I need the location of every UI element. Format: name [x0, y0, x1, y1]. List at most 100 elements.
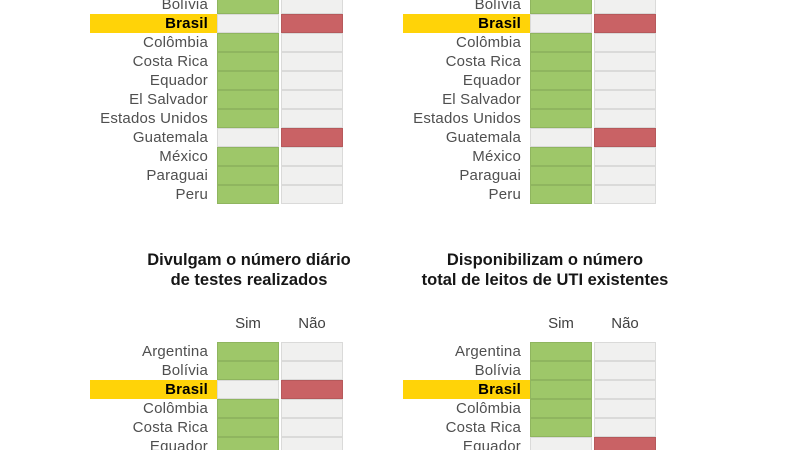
sim-cell [530, 399, 592, 418]
country-label: Argentina [141, 343, 208, 360]
country-label: Equador [462, 438, 521, 450]
sim-cell [217, 14, 279, 33]
nao-cell [594, 0, 656, 14]
column-headers-bottom-right: Sim Não [530, 315, 656, 332]
country-label: Costa Rica [132, 53, 208, 70]
sim-cell [217, 109, 279, 128]
country-label: Brasil [90, 380, 215, 399]
nao-cell [594, 361, 656, 380]
col-header-sim: Sim [235, 315, 261, 332]
sim-cell [530, 71, 592, 90]
country-label: Peru [488, 186, 521, 203]
sim-cell [217, 0, 279, 14]
sim-cell [217, 418, 279, 437]
country-label: Bolívia [474, 0, 521, 13]
nao-cell [594, 437, 656, 450]
nao-cell [594, 399, 656, 418]
sim-cell [217, 90, 279, 109]
sim-cell [530, 418, 592, 437]
table-bottom-right: Argentina Bolívia Brasil Colômbia Costa … [403, 342, 656, 450]
nao-cell [281, 109, 343, 128]
country-label: Paraguai [459, 167, 521, 184]
nao-cell [281, 166, 343, 185]
country-label: Bolívia [161, 0, 208, 13]
nao-cell [281, 380, 343, 399]
sim-cell [217, 128, 279, 147]
sim-cell [530, 14, 592, 33]
country-label: El Salvador [129, 91, 208, 108]
col-header-nao: Não [611, 315, 639, 332]
sim-cell [530, 437, 592, 450]
country-label: Costa Rica [132, 419, 208, 436]
column-headers-bottom-left: Sim Não [217, 315, 343, 332]
nao-cell [594, 90, 656, 109]
sim-cell [530, 147, 592, 166]
country-label: Equador [149, 72, 208, 89]
sim-cell [217, 342, 279, 361]
country-label: Colômbia [143, 34, 208, 51]
nao-cell [594, 147, 656, 166]
country-label: Bolívia [474, 362, 521, 379]
country-label: Brasil [90, 14, 215, 33]
panel-title-bottom-right: Disponibilizam o número total de leitos … [395, 251, 695, 290]
sim-cell [217, 71, 279, 90]
col-header-sim: Sim [548, 315, 574, 332]
col-header-nao: Não [298, 315, 326, 332]
nao-cell [594, 380, 656, 399]
country-label: Argentina [454, 343, 521, 360]
title-line-1: Disponibilizam o número [446, 251, 644, 269]
nao-cell [281, 399, 343, 418]
nao-cell [594, 418, 656, 437]
sim-cell [217, 437, 279, 450]
nao-cell [281, 418, 343, 437]
nao-cell [594, 33, 656, 52]
title-line-2: total de leitos de UTI existentes [421, 270, 669, 289]
sim-cell [530, 342, 592, 361]
country-label: Costa Rica [445, 419, 521, 436]
country-label: Peru [175, 186, 208, 203]
sim-cell [530, 52, 592, 71]
nao-cell [594, 109, 656, 128]
country-label: Guatemala [445, 129, 521, 146]
sim-cell [217, 33, 279, 52]
nao-cell [281, 33, 343, 52]
table-bottom-left: Argentina Bolívia Brasil Colômbia Costa … [90, 342, 343, 450]
country-label: Estados Unidos [100, 110, 208, 127]
table-top-right: Bolívia Brasil Colômbia Costa Rica Equad… [403, 0, 656, 204]
nao-cell [594, 342, 656, 361]
sim-cell [530, 109, 592, 128]
sim-cell [217, 399, 279, 418]
country-label: Estados Unidos [413, 110, 521, 127]
sim-cell [530, 33, 592, 52]
country-label: Costa Rica [445, 53, 521, 70]
title-line-1: Divulgam o número diário [147, 251, 351, 269]
country-label: El Salvador [442, 91, 521, 108]
sim-cell [530, 0, 592, 14]
nao-cell [281, 90, 343, 109]
nao-cell [281, 185, 343, 204]
sim-cell [217, 52, 279, 71]
nao-cell [281, 437, 343, 450]
sim-cell [217, 147, 279, 166]
nao-cell [594, 166, 656, 185]
country-label: Brasil [403, 380, 528, 399]
country-label: Guatemala [132, 129, 208, 146]
nao-cell [594, 185, 656, 204]
sim-cell [530, 166, 592, 185]
nao-cell [594, 14, 656, 33]
nao-cell [594, 128, 656, 147]
table-top-left: Bolívia Brasil Colômbia Costa Rica Equad… [90, 0, 343, 204]
sim-cell [217, 185, 279, 204]
country-label: Brasil [403, 14, 528, 33]
country-label: Bolívia [161, 362, 208, 379]
sim-cell [530, 185, 592, 204]
sim-cell [530, 380, 592, 399]
sim-cell [217, 166, 279, 185]
nao-cell [594, 71, 656, 90]
sim-cell [530, 128, 592, 147]
nao-cell [281, 14, 343, 33]
country-label: México [159, 148, 208, 165]
country-label: Equador [149, 438, 208, 450]
sim-cell [217, 361, 279, 380]
